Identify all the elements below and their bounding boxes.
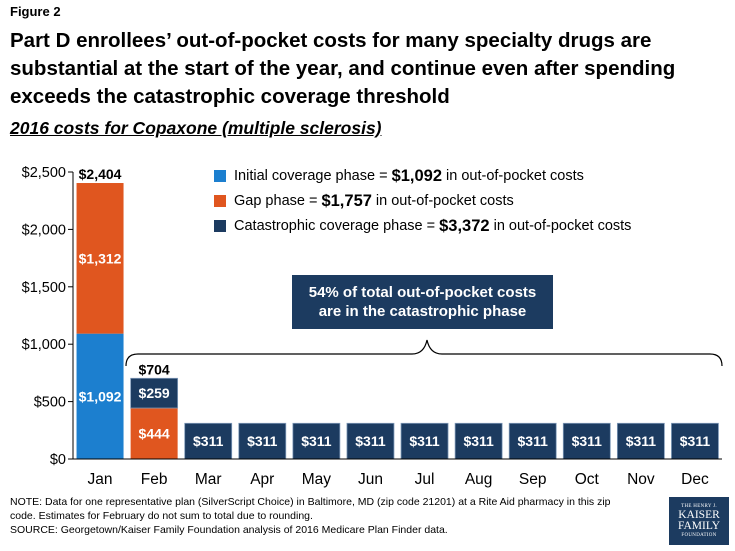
bar-segment-initial: [76, 333, 124, 459]
x-tick-label: May: [302, 471, 332, 488]
bar-segment-catastrophic: [292, 422, 341, 460]
legend-item-catastrophic: Catastrophic coverage phase = $3,372 in …: [214, 214, 631, 238]
callout-box: 54% of total out-of-pocket costs are in …: [292, 275, 553, 329]
bar-segment-gap: [130, 408, 178, 459]
legend-text: Gap phase =: [234, 193, 318, 209]
x-tick-label: Aug: [465, 471, 493, 488]
catastrophic-bracket: [125, 339, 723, 367]
footnote: NOTE: Data for one representative plan (…: [10, 495, 650, 537]
legend-item-initial: Initial coverage phase = $1,092 in out-o…: [214, 164, 631, 188]
bar-value-label: $311: [572, 433, 603, 449]
bar-segment-gap: [76, 183, 124, 334]
callout-line: are in the catastrophic phase: [318, 303, 527, 320]
x-axis: Jan Feb Mar Apr May Jun Jul Aug Sep Oct Nov Dec: [73, 458, 722, 488]
bar-chart: $0$500$1,000$1,500$2,000$2,500 $1,092$1,…: [22, 165, 723, 488]
bar-segment-catastrophic: [400, 422, 449, 460]
bar-value-label: $311: [409, 433, 440, 449]
x-tick-label: Jul: [415, 471, 435, 488]
figure-label: Figure 2: [10, 4, 61, 19]
legend-item-gap: Gap phase = $1,757 in out-of-pocket cost…: [214, 189, 631, 213]
logo-line: FOUNDATION: [681, 533, 717, 538]
footnote-note-cont: code. Estimates for February do not sum …: [10, 510, 313, 522]
x-tick-label: Sep: [519, 471, 547, 488]
y-tick-label: $1,500: [22, 280, 66, 296]
legend-text: Catastrophic coverage phase =: [234, 218, 436, 234]
bar-segment-catastrophic: [508, 422, 557, 460]
bar-value-label: $311: [518, 433, 549, 449]
y-tick-label: $2,000: [22, 222, 66, 238]
legend-swatch-initial: [214, 170, 226, 182]
bar-segment-catastrophic: [616, 422, 665, 460]
legend-swatch-gap: [214, 195, 226, 207]
x-tick-label: Oct: [575, 471, 600, 488]
y-tick-label: $1,000: [22, 337, 66, 353]
legend-value: $1,757: [321, 191, 372, 210]
x-tick-label: Jan: [88, 471, 113, 488]
y-tick-label: $0: [50, 452, 66, 468]
legend-swatch-catastrophic: [214, 220, 226, 232]
y-axis: $0 $500 $1,000 $1,500 $2,000 $2,500: [22, 165, 74, 468]
bar-value-label: $259: [139, 385, 170, 401]
chart-title: Part D enrollees’ out-of-pocket costs fo…: [10, 29, 676, 108]
kff-logo: THE HENRY J. KAISER FAMILY FOUNDATION: [669, 497, 729, 545]
x-tick-label: Apr: [250, 471, 274, 488]
bar-segment-catastrophic: [562, 422, 611, 460]
legend-text: in out-of-pocket costs: [375, 193, 514, 209]
y-tick-label: $500: [34, 395, 66, 411]
callout-line: 54% of total out-of-pocket costs: [308, 284, 537, 301]
bar-total-label: $704: [139, 361, 170, 377]
legend: Initial coverage phase = $1,092 in out-o…: [214, 164, 631, 239]
legend-text: in out-of-pocket costs: [493, 218, 632, 234]
legend-value: $1,092: [391, 166, 443, 185]
legend-value: $3,372: [439, 216, 490, 235]
bar-value-label: $311: [355, 433, 386, 449]
legend-text: in out-of-pocket costs: [446, 168, 584, 184]
y-tick-label: $2,500: [22, 165, 66, 181]
bar-total-label: $2,404: [79, 166, 122, 182]
x-tick-label: Jun: [358, 471, 383, 488]
bar-segment-catastrophic: [454, 422, 503, 460]
footnote-source: SOURCE: Georgetown/Kaiser Family Foundat…: [10, 524, 448, 536]
bar-value-label: $311: [193, 433, 224, 449]
bar-value-label: $311: [247, 433, 278, 449]
bar-segment-catastrophic: [238, 422, 287, 460]
logo-line: THE HENRY J.: [681, 504, 717, 509]
x-tick-label: Dec: [681, 471, 709, 488]
bar-value-label: $444: [139, 426, 170, 442]
bar-value-label: $1,312: [79, 250, 122, 266]
bars: $1,092 $1,312 $2,404 $444 $259 $704 $311 $311 $3…: [76, 166, 719, 460]
bar-value-label: $311: [301, 433, 332, 449]
chart-subtitle: 2016 costs for Copaxone (multiple sclero…: [10, 118, 382, 138]
bar-value-label: $1,092: [79, 388, 122, 404]
logo-line: FAMILY: [677, 520, 721, 532]
bar-value-label: $311: [463, 433, 494, 449]
bar-segment-catastrophic: [346, 422, 395, 460]
bar-segment-catastrophic: [671, 422, 719, 460]
bar-value-label: $311: [680, 433, 711, 449]
bar-segment-catastrophic: [184, 422, 233, 460]
footnote-note: NOTE: Data for one representative plan (…: [10, 496, 611, 508]
x-tick-label: Feb: [141, 471, 168, 488]
x-tick-label: Nov: [627, 471, 655, 488]
logo-line: KAISER: [678, 509, 720, 521]
bar-value-label: $311: [626, 433, 657, 449]
x-tick-label: Mar: [195, 471, 222, 488]
legend-text: Initial coverage phase =: [234, 168, 388, 184]
bar-segment-catastrophic: [130, 377, 179, 409]
